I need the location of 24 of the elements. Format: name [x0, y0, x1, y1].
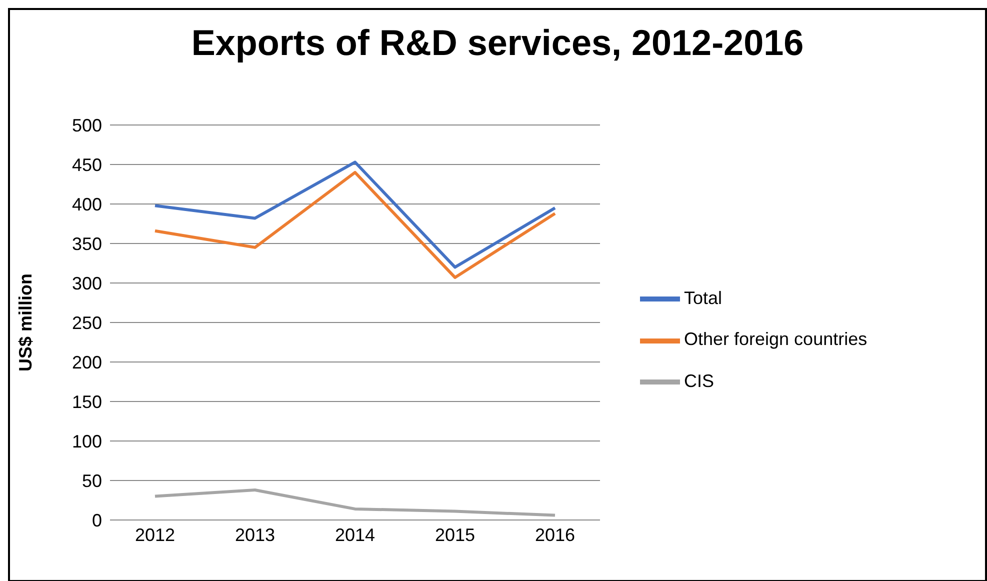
x-tick-label: 2016 — [534, 524, 576, 545]
x-tick-label: 2014 — [334, 524, 376, 545]
y-tick-label: 100 — [72, 431, 102, 452]
line-series — [154, 170, 556, 279]
legend-label: Other foreign countries — [684, 329, 868, 350]
y-axis-title: US$ million — [15, 273, 36, 372]
y-tick-label: 0 — [92, 510, 102, 530]
x-tick-label: 2013 — [234, 524, 276, 545]
line-series — [154, 160, 556, 269]
y-tick-label: 500 — [72, 115, 102, 136]
chart-title: Exports of R&D services, 2012-2016 — [190, 22, 805, 64]
y-tick-label: 150 — [72, 392, 102, 412]
y-tick-label: 300 — [72, 273, 102, 294]
x-tick-label: 2012 — [134, 524, 176, 545]
y-tick-label: 450 — [72, 154, 102, 175]
y-tick-label: 200 — [72, 352, 102, 372]
x-tick-label: 2015 — [434, 524, 476, 545]
y-tick-label: 350 — [72, 234, 102, 254]
y-tick-label: 50 — [82, 470, 102, 491]
legend-label: Total — [684, 288, 722, 308]
y-tick-label: 250 — [72, 312, 102, 333]
line-series — [154, 488, 556, 517]
legend-label: CIS — [684, 370, 714, 391]
y-tick-label: 400 — [72, 194, 102, 214]
